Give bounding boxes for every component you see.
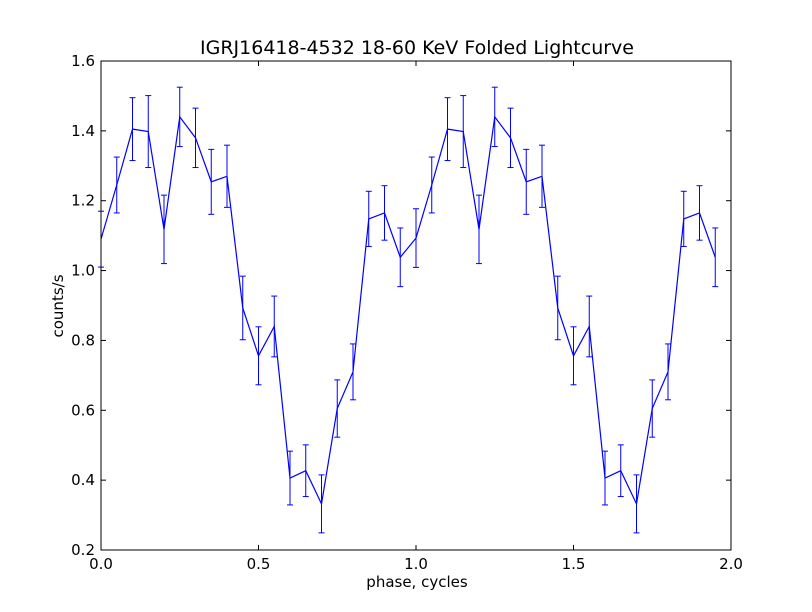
x-tick-label: 0.5 [247, 555, 271, 573]
x-tick-label: 2.0 [719, 555, 743, 573]
y-axis-label: counts/s [49, 274, 67, 337]
x-tick-label: 0.0 [89, 555, 113, 573]
y-tick-label: 1.0 [71, 262, 95, 280]
series-line [100, 115, 716, 506]
plot-area: 0.0 0.5 1.0 1.5 2.0 0.2 0.4 0.6 0.8 1.0 1.2 1.4 1.6 [71, 52, 743, 573]
y-tick-label: 0.4 [71, 471, 95, 489]
y-tick-label: 0.6 [71, 401, 95, 419]
y-tick-label: 0.8 [71, 331, 95, 349]
y-tick-label: 1.4 [71, 122, 95, 140]
axes-frame [100, 60, 732, 551]
y-tick-label: 1.6 [71, 52, 95, 70]
x-axis-label: phase, cycles [366, 573, 468, 591]
y-tick-label: 0.2 [71, 541, 95, 559]
x-tick-label: 1.0 [404, 555, 428, 573]
x-tick-label: 1.5 [562, 555, 586, 573]
chart-title: IGRJ16418-4532 18-60 KeV Folded Lightcur… [200, 37, 634, 59]
y-tick-label: 1.2 [71, 192, 95, 210]
